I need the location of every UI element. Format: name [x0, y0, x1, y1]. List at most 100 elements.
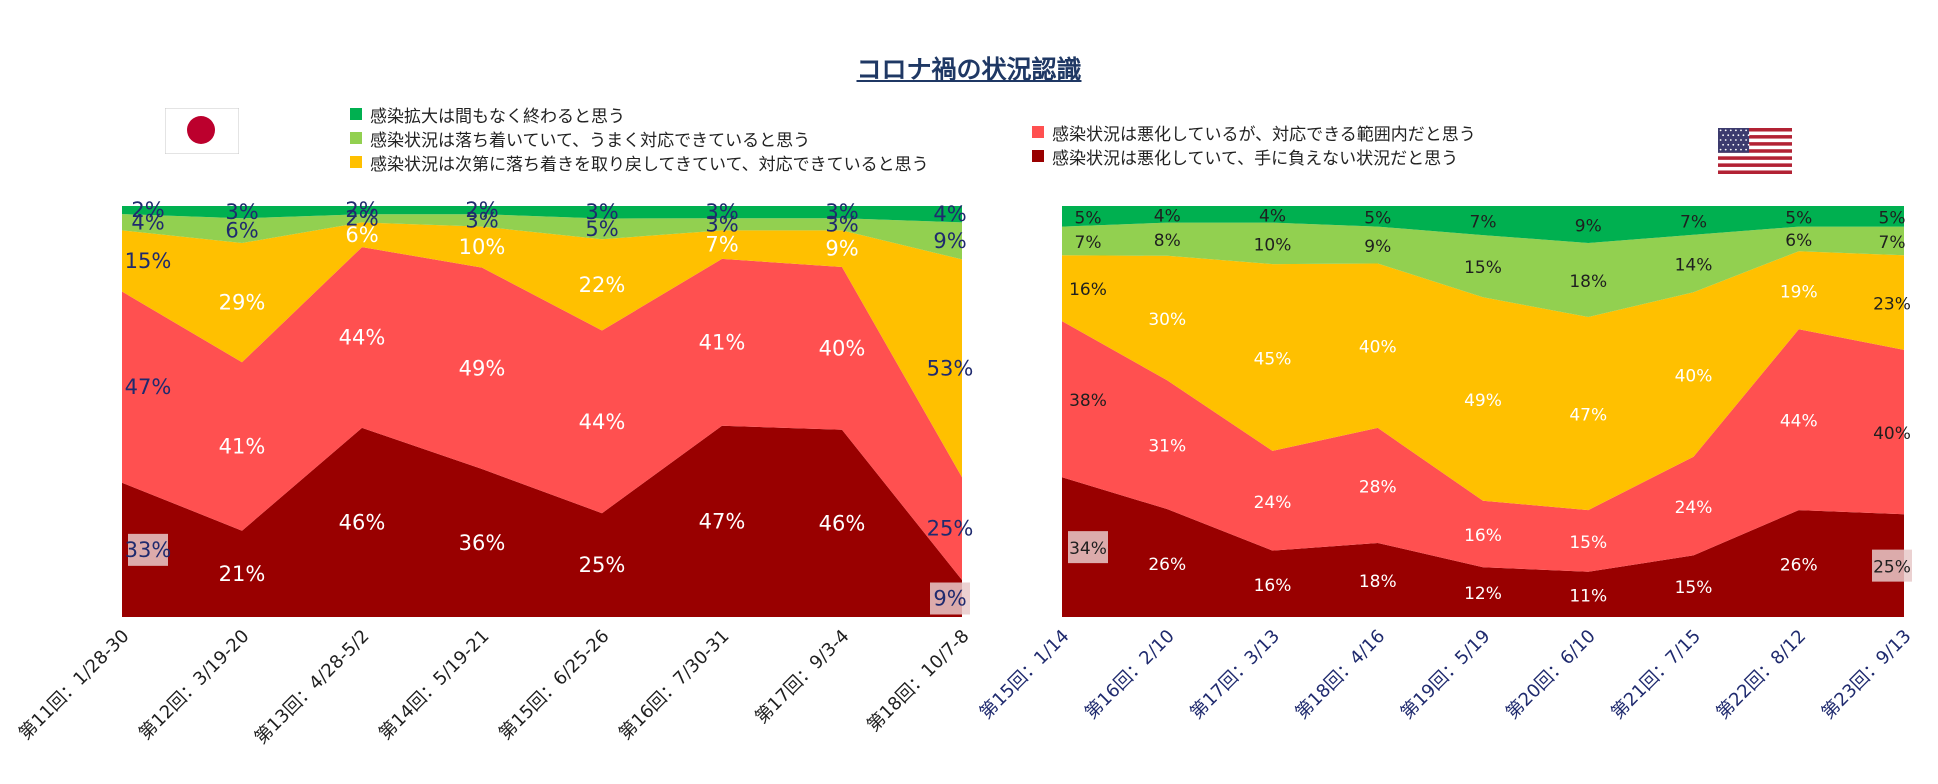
data-label: 7%: [1075, 233, 1102, 253]
data-label: 19%: [1780, 282, 1818, 302]
data-label: 7%: [1879, 233, 1906, 253]
data-label: 41%: [699, 330, 746, 354]
area-series-2: [1062, 251, 1904, 511]
data-label: 44%: [339, 326, 386, 350]
data-label: 53%: [927, 356, 974, 380]
data-label: 15%: [1464, 258, 1502, 278]
data-label: 5%: [1075, 208, 1102, 228]
data-label: 6%: [1785, 231, 1812, 251]
data-label-box: [930, 582, 970, 615]
data-label: 28%: [1359, 477, 1397, 497]
data-label: 29%: [219, 291, 266, 315]
category-tick-label: 第22回：8/12: [1712, 626, 1810, 724]
data-label: 5%: [1364, 208, 1391, 228]
legend-label: 感染状況は悪化していて、手に負えない状況だと思う: [1052, 148, 1459, 169]
area-series-4: [1062, 206, 1904, 243]
data-label: 4%: [1154, 206, 1181, 226]
data-label: 26%: [1148, 555, 1186, 575]
data-label: 40%: [819, 336, 866, 360]
data-label: 49%: [459, 356, 506, 380]
legend-item: 感染状況は悪化していて、手に負えない状況だと思う: [1032, 144, 1476, 169]
data-label: 10%: [1254, 235, 1292, 255]
legend-item: 感染状況は落ち着いていて、うまく対応できていると思う: [350, 126, 929, 151]
area-series-0: [122, 425, 962, 617]
japan-flag-icon: [165, 108, 239, 154]
data-label: 12%: [1464, 584, 1502, 604]
data-label: 44%: [1780, 412, 1818, 432]
data-label: 44%: [579, 410, 626, 434]
data-label: 25%: [1873, 558, 1911, 578]
data-label: 2%: [345, 198, 378, 222]
legend-left: 感染拡大は間もなく終わると思う感染状況は落ち着いていて、うまく対応できていると思…: [350, 102, 929, 175]
category-tick-label: 第16回：2/10: [1081, 626, 1179, 724]
legend-label: 感染状況は次第に落ち着きを取り戻してきていて、対応できていると思う: [370, 154, 929, 175]
legend-swatch: [1032, 150, 1044, 162]
legend-right: 感染状況は悪化しているが、対応できる範囲内だと思う 感染状況は悪化していて、手に負…: [1032, 120, 1476, 169]
data-label: 25%: [579, 553, 626, 577]
data-label: 11%: [1569, 586, 1607, 606]
data-label: 3%: [705, 212, 738, 236]
data-label: 10%: [459, 235, 506, 259]
category-tick-label: 第23回：9/13: [1818, 626, 1916, 724]
data-label: 5%: [1785, 208, 1812, 228]
data-label: 2%: [465, 198, 498, 222]
category-tick-label: 第11回：1/28-30: [15, 626, 134, 745]
legend-label: 感染状況は落ち着いていて、うまく対応できていると思う: [370, 130, 811, 151]
area-chart-usa: 34% 26% 16% 18% 12% 11% 15% 26% 25% 38% 31% 24% 28% 1…: [976, 206, 1916, 723]
category-tick-label: 第16回：7/30-31: [615, 626, 734, 745]
data-label: 2%: [345, 206, 378, 230]
data-label: 49%: [1464, 391, 1502, 411]
data-label: 4%: [1259, 206, 1286, 226]
data-label: 31%: [1148, 437, 1186, 457]
data-label: 21%: [219, 562, 266, 586]
data-label: 15%: [1569, 533, 1607, 553]
data-label: 15%: [125, 249, 172, 273]
data-label: 36%: [459, 531, 506, 555]
area-series-2: [122, 222, 962, 478]
data-label: 45%: [1254, 350, 1292, 370]
data-label: 4%: [933, 202, 966, 226]
data-label: 47%: [699, 509, 746, 533]
legend-swatch: [350, 132, 362, 144]
legend-label: 感染拡大は間もなく終わると思う: [370, 106, 625, 127]
data-label: 7%: [1680, 212, 1707, 232]
area-series-1: [122, 247, 962, 580]
data-label: 46%: [339, 510, 386, 534]
data-label: 18%: [1359, 572, 1397, 592]
category-tick-label: 第18回：10/7-8: [863, 626, 974, 737]
data-label: 47%: [125, 375, 172, 399]
data-label: 7%: [1470, 213, 1497, 233]
data-label: 47%: [1569, 406, 1607, 426]
data-label: 41%: [219, 434, 266, 458]
data-label-box: [128, 533, 168, 566]
data-label: 3%: [225, 200, 258, 224]
category-tick-label: 第15回：6/25-26: [495, 626, 614, 745]
data-label: 40%: [1873, 424, 1911, 444]
data-label: 18%: [1569, 272, 1607, 292]
data-label: 40%: [1359, 338, 1397, 358]
area-series-4: [122, 206, 962, 223]
usa-flag-icon: [1718, 128, 1792, 174]
data-label: 16%: [1254, 576, 1292, 596]
data-label: 3%: [705, 200, 738, 224]
data-label: 15%: [1675, 578, 1713, 598]
category-tick-label: 第15回：1/14: [976, 626, 1074, 724]
chart-title-text: コロナ禍の状況認識: [856, 55, 1082, 84]
category-tick-label: 第17回：3/13: [1186, 626, 1284, 724]
data-label: 5%: [1879, 208, 1906, 228]
area-series-3: [1062, 222, 1904, 317]
data-label: 8%: [1154, 231, 1181, 251]
data-label: 3%: [585, 200, 618, 224]
data-label: 3%: [825, 200, 858, 224]
category-tick-label: 第14回：5/19-21: [375, 626, 494, 745]
data-label: 25%: [927, 517, 974, 541]
data-label-box: [1872, 549, 1912, 582]
category-tick-label: 第12回：3/19-20: [135, 626, 254, 745]
legend-item: 感染状況は次第に落ち着きを取り戻してきていて、対応できていると思う: [350, 150, 929, 175]
data-label: 14%: [1675, 256, 1713, 276]
data-label: 5%: [585, 217, 618, 241]
area-series-3: [122, 214, 962, 260]
category-tick-label: 第21回：7/15: [1607, 626, 1705, 724]
legend-swatch: [350, 156, 362, 168]
